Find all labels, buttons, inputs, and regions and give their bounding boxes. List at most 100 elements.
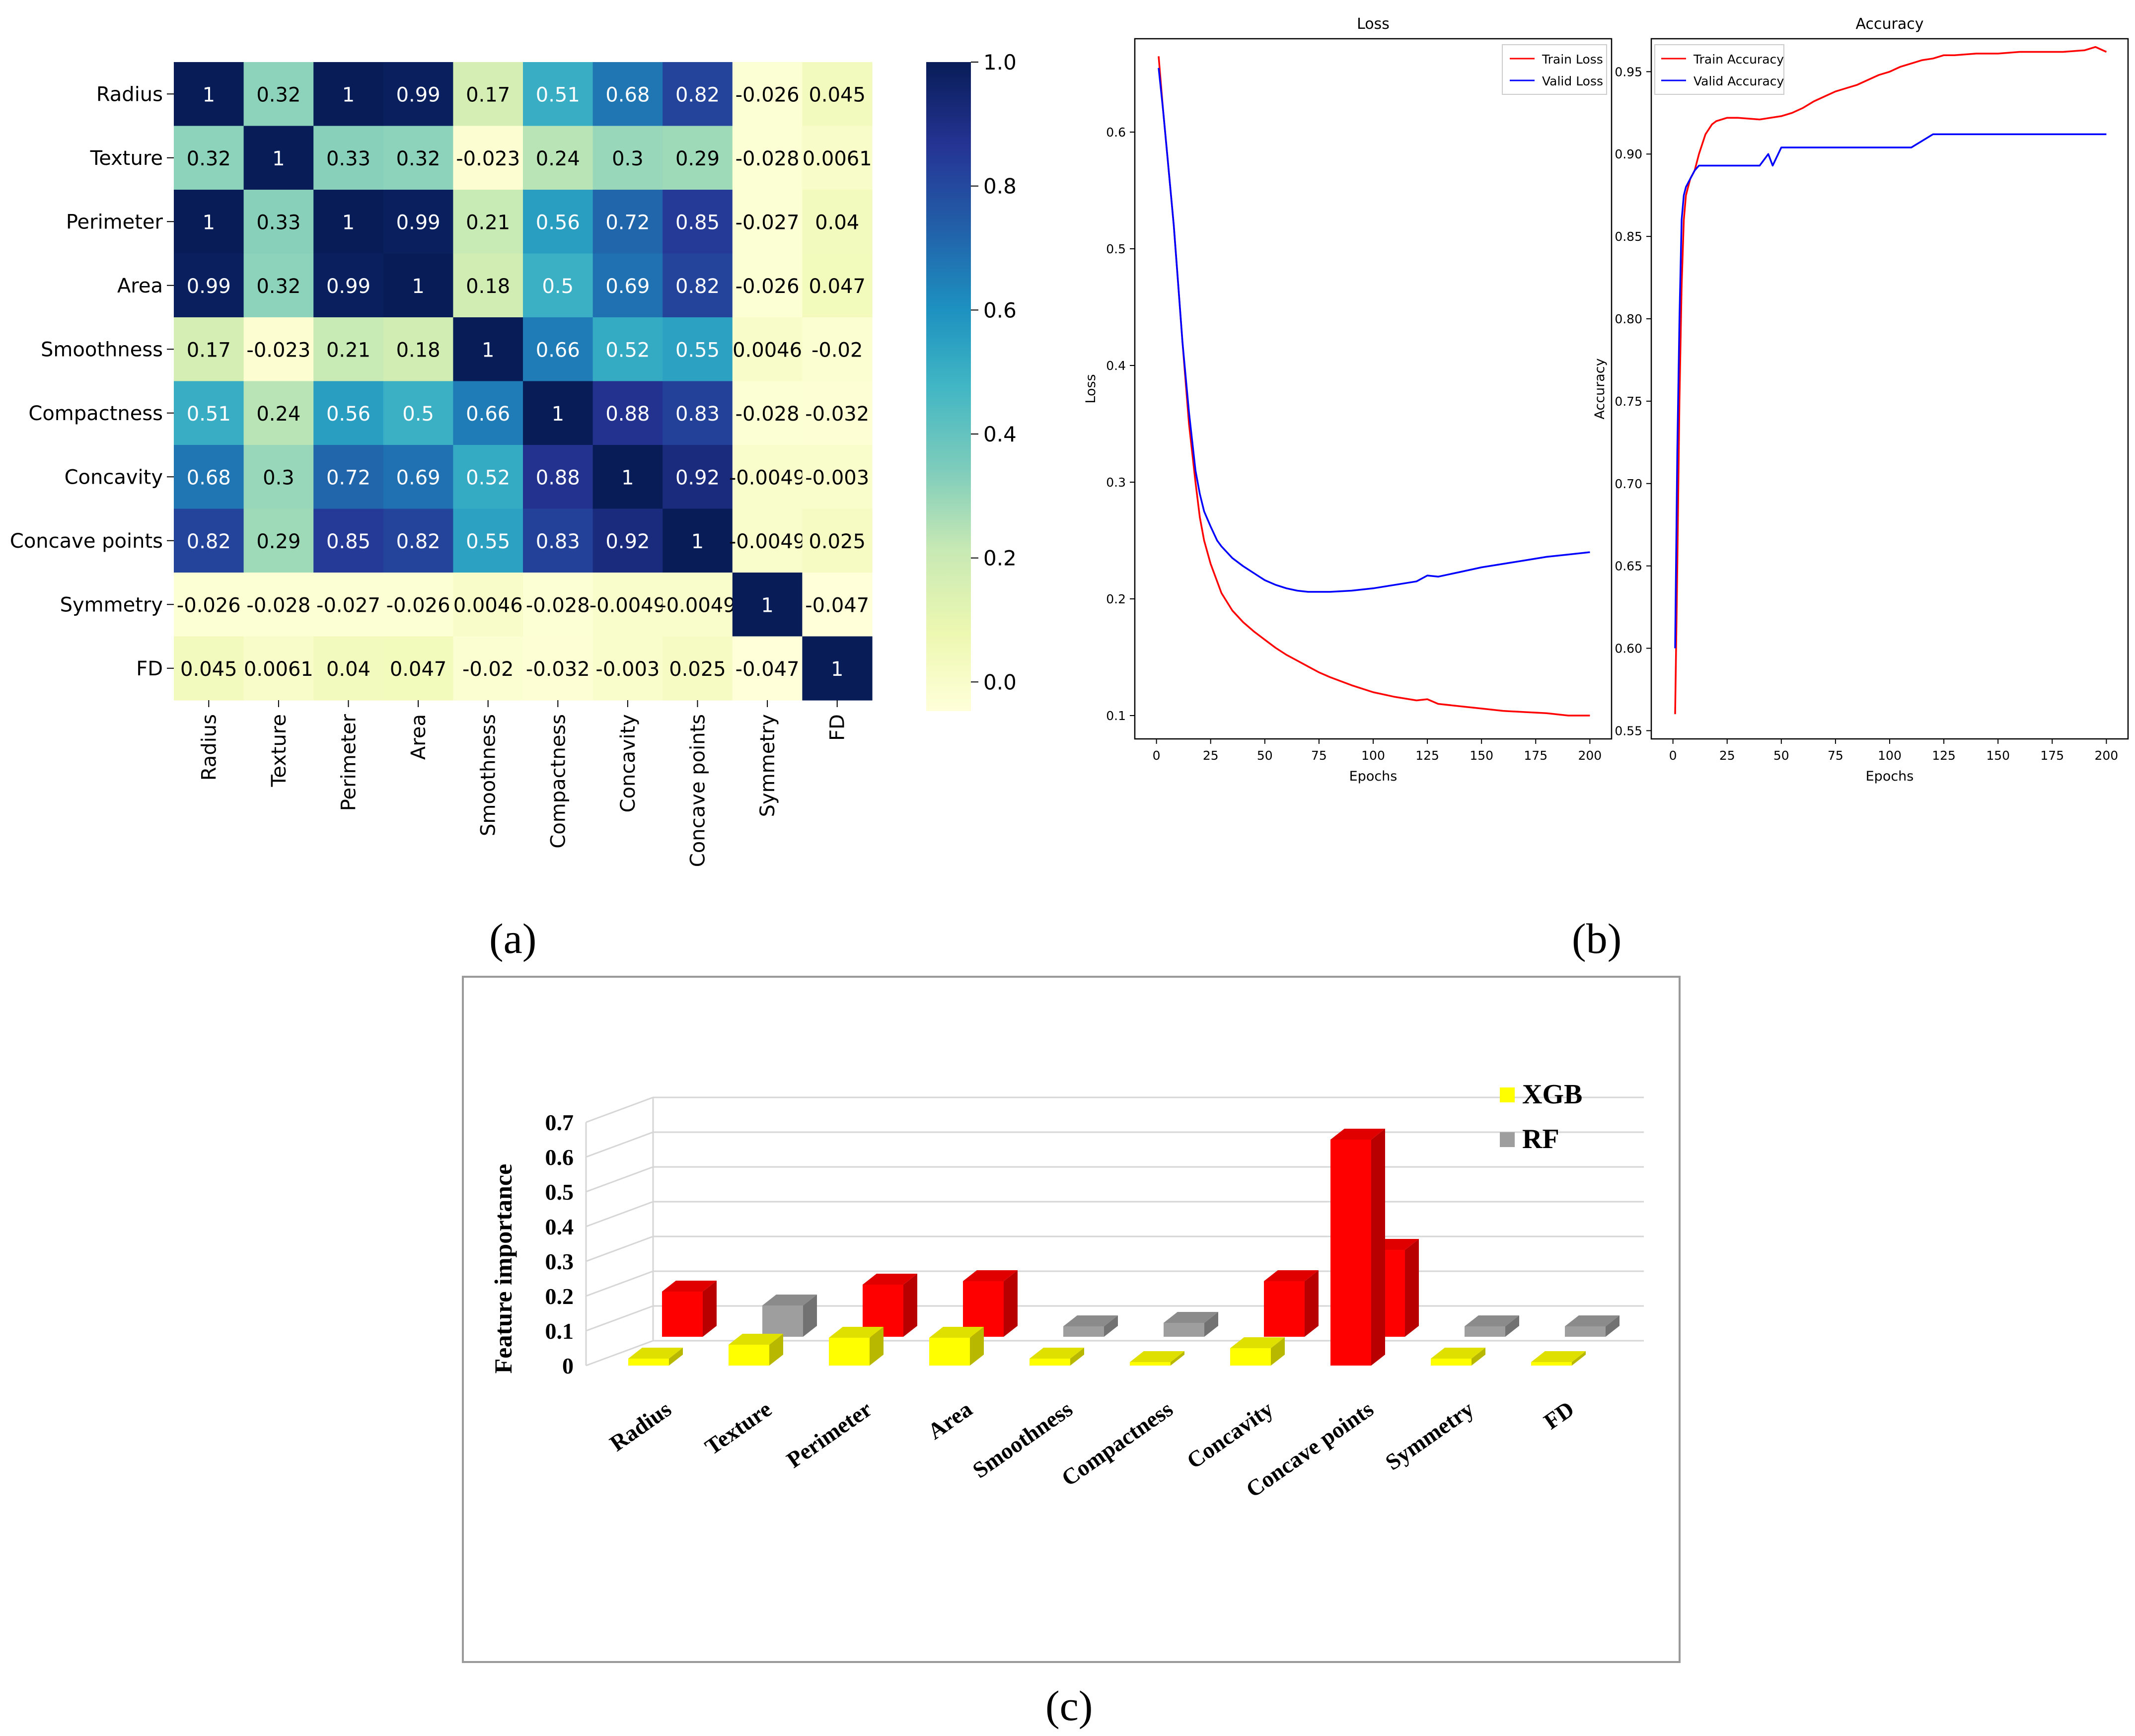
heatmap-cell	[243, 126, 314, 190]
importance-y-tick-label: 0.1	[545, 1318, 574, 1344]
heatmap-row-label: Texture	[90, 147, 163, 170]
heatmap-cell-value: 0.24	[536, 147, 580, 170]
loss-series-lines	[1158, 56, 1590, 717]
heatmap-cell	[174, 317, 244, 382]
heatmap-cell-value: 0.51	[187, 403, 231, 426]
heatmap-cell-value: 0.68	[605, 83, 650, 106]
heatmap-cell	[592, 253, 663, 318]
heatmap-cell	[174, 190, 244, 254]
heatmap-cell	[453, 190, 523, 254]
rf-bar-side	[1204, 1312, 1218, 1337]
heatmap-cell-value: 0.69	[605, 275, 650, 298]
heatmap-cell-value: 0.55	[466, 530, 510, 553]
heatmap-cell	[453, 636, 523, 701]
heatmap-cell-value: 0.82	[396, 530, 441, 553]
accuracy-plot-frame	[1650, 38, 2129, 740]
colorbar-tick-label: 0.4	[983, 422, 1017, 446]
heatmap-cell	[663, 508, 733, 573]
heatmap-cell-value: 0.72	[605, 211, 650, 234]
heatmap-cell-value: -0.027	[736, 211, 800, 234]
heatmap-cell-value: 1	[552, 403, 564, 426]
heatmap-cell	[592, 636, 663, 701]
heatmap-cell-value: -0.028	[526, 594, 590, 617]
heatmap-cell-value: 0.5	[542, 275, 574, 298]
heatmap-col-label: Perimeter	[338, 714, 361, 811]
heatmap-cell-value: 0.88	[605, 403, 650, 426]
heatmap-cell-value: 0.69	[396, 466, 441, 489]
rf-bar-side	[1104, 1315, 1118, 1337]
xgb-bar-side	[970, 1327, 984, 1366]
rf-bar-top	[762, 1295, 817, 1305]
xgb-bar-side	[1271, 1337, 1285, 1366]
heatmap-cell	[802, 62, 873, 127]
xgb-bar	[1330, 1129, 1385, 1366]
loss-y-tick-label: 0.4	[1106, 359, 1126, 373]
heatmap-cell-value: -0.0049	[589, 594, 666, 617]
heatmap-cell-value: 0.99	[187, 275, 231, 298]
legend-valid-loss: Valid Loss	[1542, 74, 1603, 88]
legend-train-accuracy: Train Accuracy	[1693, 52, 1784, 67]
heatmap-cell-value: -0.02	[811, 339, 863, 362]
heatmap-cell-value: -0.027	[316, 594, 380, 617]
rf-bar	[1264, 1270, 1319, 1337]
xgb-bar-top	[929, 1327, 984, 1338]
heatmap-cell	[453, 381, 523, 445]
rf-bar-side	[1606, 1315, 1620, 1337]
loss-x-tick-label: 50	[1257, 748, 1273, 763]
rf-bar	[1465, 1315, 1519, 1337]
xgb-bar-front	[729, 1345, 769, 1366]
heatmap-cell	[313, 636, 384, 701]
heatmap-cell	[523, 381, 593, 445]
accuracy-y-tick-label: 0.70	[1615, 477, 1642, 491]
heatmap-cell	[453, 62, 523, 127]
heatmap-cell-value: 0.85	[675, 211, 720, 234]
rf-bar-side	[703, 1281, 717, 1337]
xgb-bar-side	[1070, 1348, 1084, 1366]
heatmap-cell-value: 0.0046	[453, 594, 523, 617]
xgb-bar-front	[1531, 1362, 1572, 1366]
heatmap-cell-value: 0.56	[536, 211, 580, 234]
importance-y-tick-label: 0.6	[545, 1145, 574, 1170]
feature-importance-chart: 0.7 0.6 0.5 0.4 0.3 0.2 0.1 0 Feature importanc…	[462, 976, 1681, 1663]
importance-y-axis-label: Feature importance	[489, 1164, 517, 1374]
heatmap-cell-value: 1	[831, 658, 843, 681]
loss-x-tick-label: 125	[1415, 748, 1439, 763]
heatmap-cell	[802, 573, 873, 637]
heatmap-row-label: Compactness	[28, 402, 163, 425]
heatmap-cell	[453, 508, 523, 573]
xgb-bar	[829, 1327, 883, 1366]
heatmap-cell-value: 0.5	[402, 403, 434, 426]
rf-bar-top	[662, 1281, 717, 1292]
heatmap-cell-value: 0.025	[669, 658, 726, 681]
heatmap-cell-value: 0.72	[326, 466, 370, 489]
heatmap-cell-value: 1	[621, 466, 634, 489]
loss-x-tick-label: 150	[1470, 748, 1493, 763]
heatmap-cell-value: -0.047	[805, 594, 869, 617]
heatmap-cell-value: 1	[412, 275, 424, 298]
rf-bar-side	[1505, 1315, 1519, 1337]
heatmap-cell-value: 0.56	[326, 403, 370, 426]
xgb-bar-side	[1572, 1351, 1586, 1366]
loss-y-tick-label: 0.1	[1106, 709, 1126, 723]
heatmap-cell	[732, 636, 803, 701]
rf-bar-side	[803, 1295, 817, 1337]
heatmap-cell-value: 1	[342, 211, 355, 234]
heatmap-cell-value: 0.68	[187, 466, 231, 489]
accuracy-x-tick-label: 25	[1719, 748, 1735, 763]
heatmap-cell-value: 0.83	[536, 530, 580, 553]
colorbar-tick-label: 0.8	[983, 174, 1017, 199]
accuracy-y-tick-label: 0.95	[1615, 65, 1642, 79]
xgb-bar-front	[1330, 1140, 1371, 1366]
heatmap-cell	[313, 317, 384, 382]
rf-bar-side	[903, 1274, 917, 1337]
loss-x-tick-label: 175	[1524, 748, 1547, 763]
loss-y-tick-label: 0.3	[1106, 475, 1126, 490]
heatmap-cell-value: 0.025	[809, 530, 866, 553]
heatmap-cell-value: 1	[272, 147, 285, 170]
heatmap-row-label: Area	[117, 275, 163, 297]
heatmap-cell-value: 0.66	[536, 339, 580, 362]
colorbar-tick-label: 1.0	[983, 50, 1017, 74]
heatmap-cell-value: 0.32	[256, 275, 300, 298]
xgb-bar-front	[1230, 1348, 1271, 1366]
loss-x-tick-label: 75	[1311, 748, 1327, 763]
